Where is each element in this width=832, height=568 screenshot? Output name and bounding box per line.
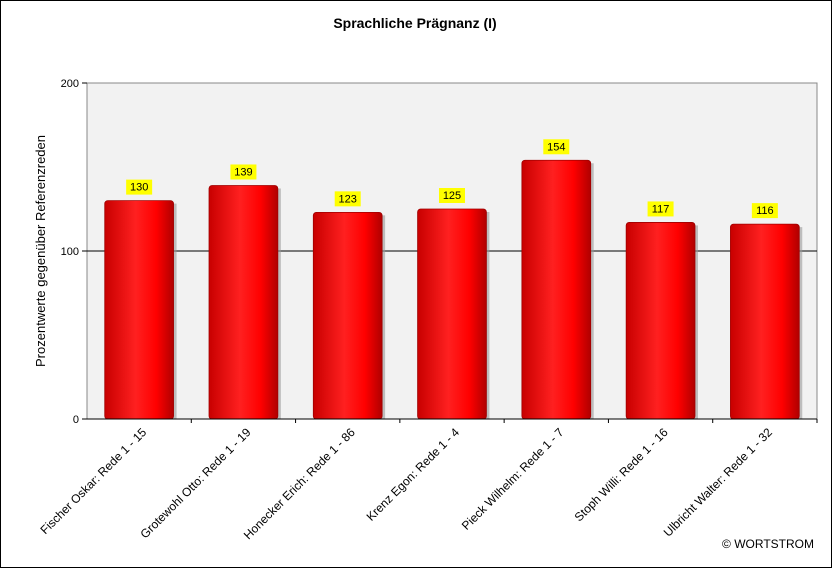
data-label-text: 130: [130, 182, 148, 194]
data-label: 130: [126, 179, 153, 195]
data-label: 154: [543, 139, 570, 155]
bars-group: [104, 159, 803, 420]
bar-body: [730, 223, 800, 420]
x-tick-label: Stoph Willi: Rede 1 - 16: [572, 425, 671, 524]
x-tick-label: Krenz Egon: Rede 1 - 4: [364, 425, 463, 524]
data-label-text: 117: [652, 203, 670, 215]
copyright-notice: © WORTSTROM: [722, 537, 814, 551]
x-tick-label: Honecker Erich: Rede 1 - 86: [241, 425, 358, 542]
data-label-text: 154: [547, 141, 565, 153]
bar: [730, 223, 803, 420]
bar-body: [104, 200, 174, 420]
bar-body: [521, 159, 592, 420]
x-tick-label: Grotewohl Otto: Rede 1 - 19: [138, 425, 254, 541]
data-label-text: 116: [756, 205, 774, 217]
data-label-text: 139: [234, 166, 252, 178]
bar: [312, 211, 386, 420]
data-label-box: [439, 188, 465, 203]
bar: [417, 208, 490, 420]
data-label: 116: [751, 203, 778, 219]
bar: [208, 185, 281, 420]
bar-body: [208, 185, 279, 420]
data-label: 123: [334, 191, 361, 207]
x-tick-label: Ulbricht Walter: Rede 1 - 32: [661, 425, 776, 540]
y-axis-label: Prozentwerte gegenüber Referenzreden: [33, 135, 48, 367]
data-label: 117: [647, 201, 674, 217]
data-labels-group: 130 139 123 125 154 117 116: [126, 139, 778, 219]
data-label-text: 123: [339, 193, 357, 205]
bar: [104, 200, 177, 420]
data-label-box: [751, 203, 778, 219]
data-label-text: 125: [443, 190, 461, 202]
chart-title: Sprachliche Prägnanz (I): [333, 15, 496, 31]
data-label-box: [543, 139, 570, 155]
data-label-box: [334, 191, 361, 207]
y-tick-label: 100: [61, 246, 79, 258]
y-tick-label: 200: [61, 78, 79, 90]
bar-body: [625, 222, 696, 420]
bar: [521, 159, 594, 420]
data-label: 125: [439, 188, 465, 203]
bar-body: [312, 211, 383, 420]
x-tick-label: Pieck Wilhelm: Rede 1 - 7: [459, 425, 567, 533]
y-tick-label: 0: [73, 414, 79, 426]
data-label-box: [126, 179, 153, 195]
data-label-box: [647, 201, 674, 217]
bar-body: [417, 208, 487, 420]
x-tick-label: Fischer Oskar: Rede 1 - 15: [37, 425, 149, 537]
bar: [625, 222, 698, 420]
data-label: 139: [230, 164, 257, 180]
data-label-box: [230, 164, 257, 180]
